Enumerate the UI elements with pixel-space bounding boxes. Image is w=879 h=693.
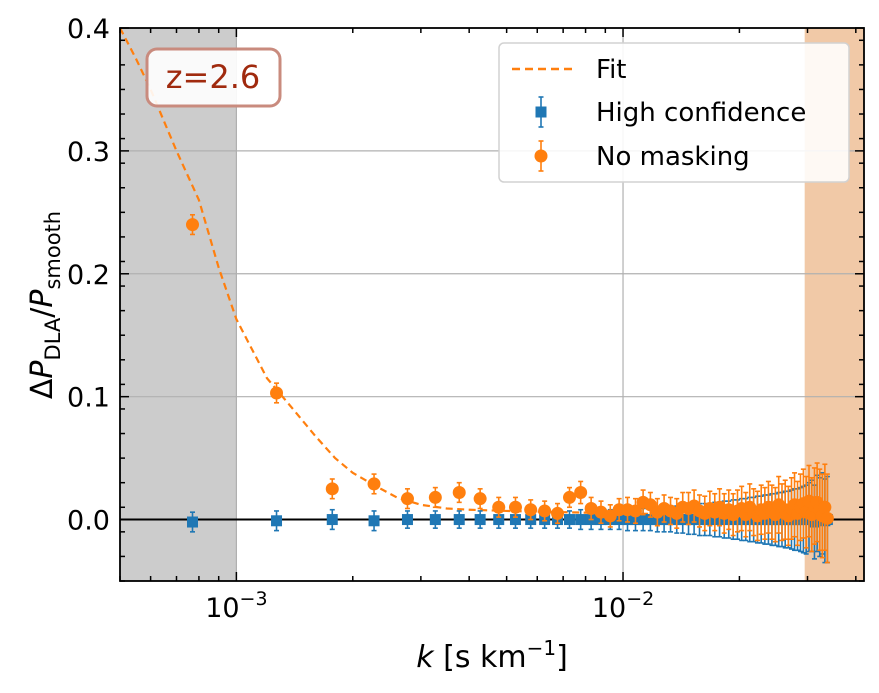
legend-square-marker [535, 106, 547, 118]
high-confidence-point-22 [644, 514, 656, 526]
legend-circle-marker [534, 149, 548, 163]
y-axis-title: ΔPDLA/Psmooth [25, 211, 65, 399]
x-tick-label-base-1: 10 [592, 593, 626, 624]
y-tick-label-2: 0.2 [67, 260, 110, 291]
x-axis-title-k: k [416, 640, 435, 675]
no-masking-point-6 [452, 486, 466, 500]
y-axis-title-sub2: smooth [41, 211, 65, 290]
no-masking-point-10 [524, 503, 538, 517]
no-masking-point-4 [400, 492, 414, 506]
x-tick-label-1: 10−2 [592, 588, 654, 624]
shaded-region-0 [120, 28, 237, 581]
y-tick-label-1: 0.1 [67, 383, 110, 414]
y-axis-title-p2: P [25, 289, 60, 308]
redshift-annotation-box [145, 47, 282, 108]
high-confidence-point-21 [637, 514, 649, 526]
legend-label-fit: Fit [596, 55, 626, 85]
x-axis-title-units: [s km [434, 640, 527, 675]
legend-no-masking-swatch [534, 140, 548, 172]
no-masking-point-66 [820, 511, 834, 525]
no-masking-point-2 [325, 482, 339, 496]
high-confidence-point-3 [368, 515, 380, 527]
y-tick-label-3: 0.3 [67, 137, 110, 168]
high-confidence-point-14 [575, 514, 587, 526]
no-masking-point-20 [628, 504, 642, 518]
y-axis-title-slash: / [25, 307, 60, 318]
y-tick-label-4: 0.4 [67, 14, 110, 45]
y-axis-title-delta: Δ [25, 378, 60, 399]
no-masking-point-12 [551, 506, 565, 520]
x-tick-label-0: 10−3 [205, 588, 267, 624]
high-confidence-point-1 [271, 515, 283, 527]
x-tick-label-exponent-1: −2 [626, 588, 654, 610]
no-masking-point-14 [574, 486, 588, 500]
no-masking-point-11 [538, 504, 552, 518]
y-axis-title-p1: P [25, 360, 60, 379]
high-confidence-point-0 [187, 516, 199, 528]
no-masking-point-7 [473, 492, 487, 506]
legend-label-high-confidence: High confidence [596, 98, 806, 128]
no-masking-point-13 [562, 490, 576, 504]
no-masking-point-15 [584, 501, 598, 515]
legend-box [498, 42, 850, 183]
redshift-annotation-label: z=2.6 [166, 58, 261, 96]
y-axis-title-sub1: DLA [41, 317, 65, 360]
x-axis-title-close: ] [556, 640, 568, 675]
no-masking-point-5 [428, 490, 442, 504]
redshift-annotation: z=2.6 [145, 47, 282, 108]
no-masking-point-3 [367, 477, 381, 491]
x-axis-title: k [s km−1] [416, 636, 568, 675]
no-masking-point-8 [492, 500, 506, 514]
x-axis-title-exponent: −1 [527, 636, 556, 660]
no-masking-point-1 [270, 386, 284, 400]
y-tick-label-0: 0.0 [67, 506, 110, 537]
high-confidence-point-7 [474, 514, 486, 526]
high-confidence-point-5 [429, 514, 441, 526]
legend-label-no-masking: No masking [596, 142, 750, 172]
no-masking-point-9 [508, 500, 522, 514]
no-masking-point-0 [186, 218, 200, 232]
high-confidence-point-2 [326, 514, 338, 526]
legend-high-confidence-swatch [535, 96, 547, 128]
no-masking-point-65 [818, 500, 832, 514]
legend: Fit High confidence No masking [498, 42, 850, 183]
high-confidence-point-4 [401, 514, 413, 526]
plot-frame [119, 27, 865, 582]
high-confidence-point-6 [453, 514, 465, 526]
high-confidence-point-9 [509, 514, 521, 526]
high-confidence-point-13 [563, 514, 575, 526]
high-confidence-point-8 [493, 514, 505, 526]
x-tick-label-exponent-0: −3 [240, 588, 268, 610]
x-tick-label-base-0: 10 [205, 593, 239, 624]
